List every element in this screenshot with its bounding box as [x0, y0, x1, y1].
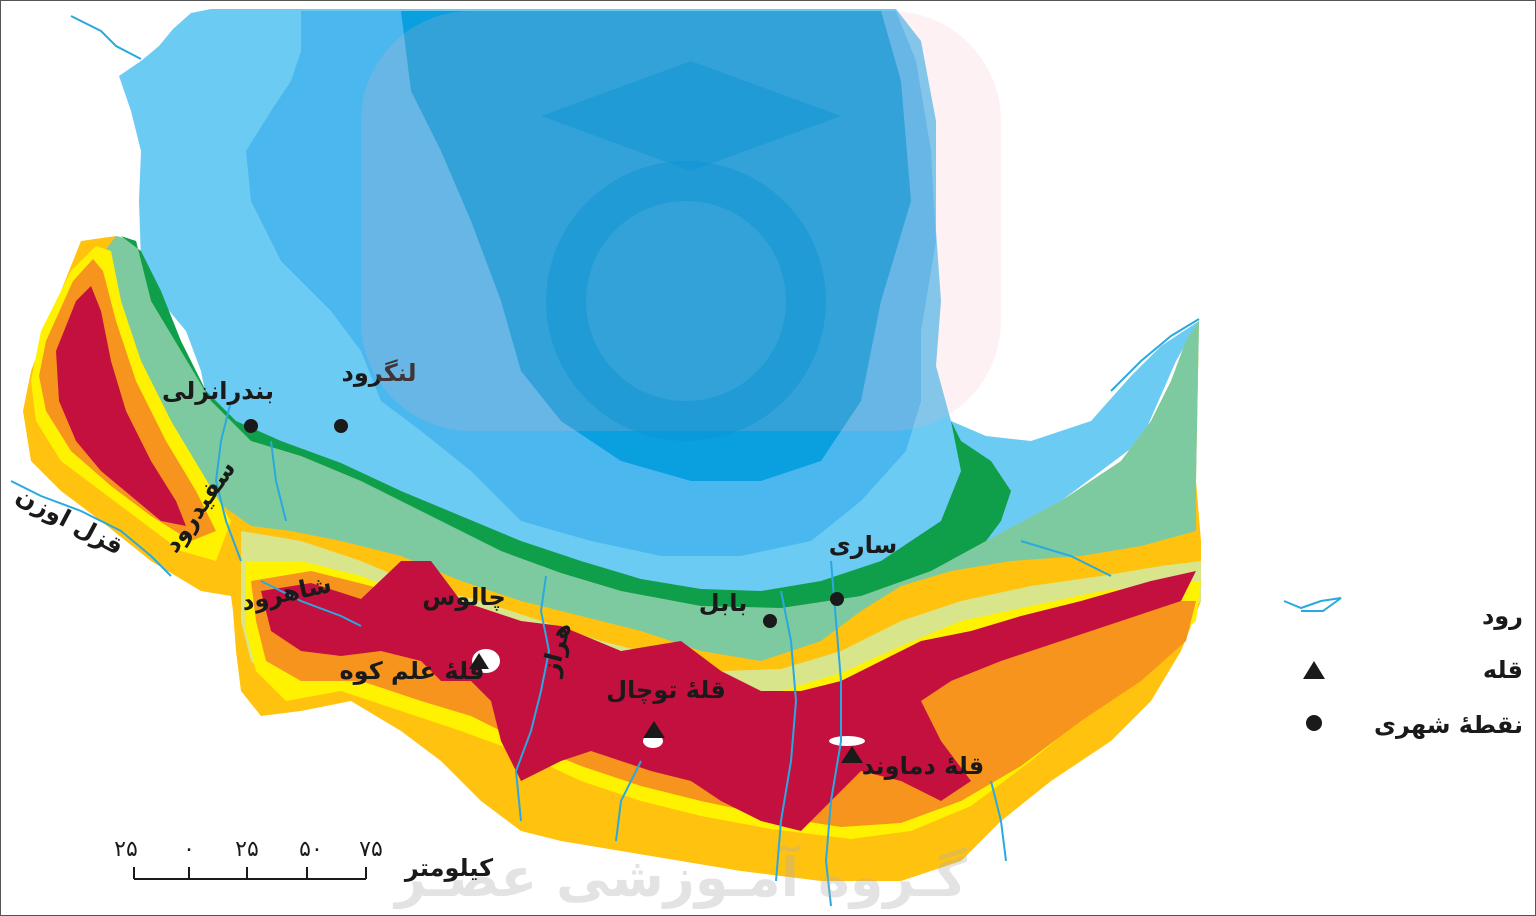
label-alam-kuh: قلهٔ علم کوه	[340, 657, 485, 685]
scale-tick-label: ۲۵	[114, 837, 138, 862]
river-qezel-ozan	[10, 480, 172, 577]
river-babol	[775, 590, 798, 882]
watermark-cap-icon	[541, 61, 841, 171]
legend-peak-label: قله	[1483, 656, 1523, 684]
label-sari: ساری	[829, 531, 897, 559]
river-gorgan	[1110, 318, 1200, 392]
label-tochal: قلهٔ توچال	[606, 676, 726, 704]
peak-triangle-tochal	[643, 721, 665, 738]
legend-river-label: رود	[1482, 602, 1523, 630]
river-langrud	[270, 440, 287, 522]
label-bandar-anzali: بندرانزلی	[162, 377, 274, 405]
caspian-sea	[119, 9, 1199, 609]
scale-tick-label: ۲۵	[235, 837, 259, 862]
label-chalus: چالوس	[422, 583, 505, 611]
river-sefidrud	[214, 400, 242, 562]
watermark-logo-icon	[546, 161, 826, 441]
label-babol: بابل	[699, 589, 747, 617]
river-haraz	[514, 575, 551, 822]
scale-unit: کیلومتر	[404, 854, 493, 882]
watermark-text: گـروه آمـوزشی عصـر	[392, 844, 967, 909]
label-damavand: قلهٔ دماوند	[862, 752, 984, 780]
city-dot-langrud	[334, 419, 348, 433]
scale-tick-label: ۵۰	[299, 837, 323, 862]
city-dot-sari	[830, 592, 844, 606]
legend-dot-icon	[1306, 715, 1322, 731]
city-dot-babol	[763, 614, 777, 628]
river-sari	[824, 560, 842, 907]
legend-city-label: نقطهٔ شهری	[1374, 711, 1523, 739]
legend: رود قله نقطهٔ شهری	[1283, 597, 1523, 739]
watermark: گـروه آمـوزشی عصـر	[361, 11, 1001, 909]
label-langrud: لنگرود	[342, 359, 417, 387]
city-dot-bandar-anzali	[244, 419, 258, 433]
peak-triangle-damavand	[841, 746, 863, 763]
rivers	[10, 15, 1200, 907]
river-damavand-branch	[990, 780, 1007, 862]
river-tochal-branch	[615, 760, 642, 842]
river-north-channel	[70, 15, 142, 60]
peak-markers	[469, 653, 863, 763]
river-shahrud	[260, 580, 362, 627]
scale-tick-label: ۷۵	[359, 837, 383, 862]
scale-bar: ۲۵ ۰ ۲۵ ۵۰ ۷۵ کیلومتر	[114, 837, 493, 882]
elevation-zones	[23, 236, 1201, 881]
river-east-branch	[1020, 540, 1112, 577]
peak-triangle-alam-kuh	[469, 653, 489, 669]
legend-river-icon	[1283, 597, 1342, 612]
city-markers	[244, 419, 844, 628]
legend-triangle-icon	[1303, 661, 1325, 679]
scale-tick-label: ۰	[183, 837, 195, 862]
